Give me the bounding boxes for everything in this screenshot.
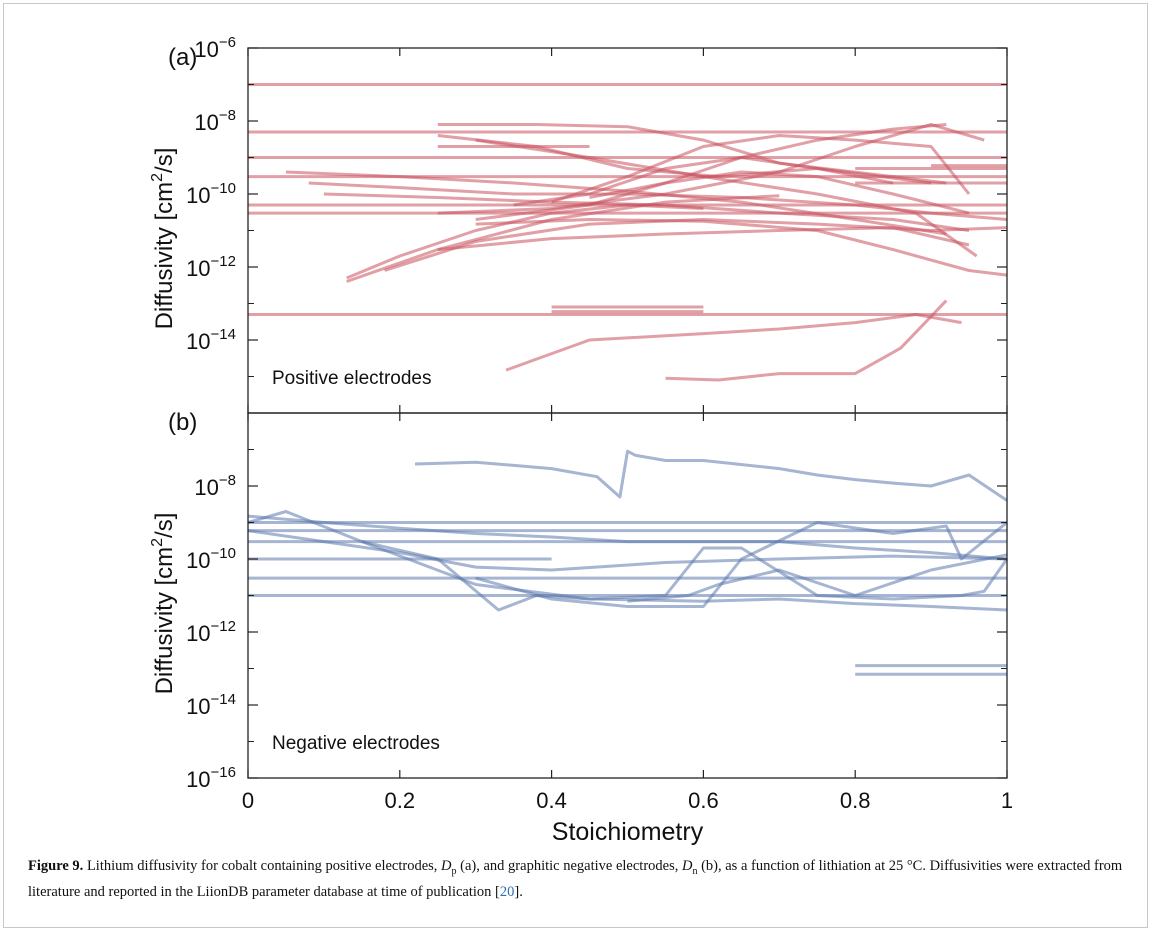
y-tick-label: 10−14 xyxy=(186,326,236,354)
caption-dn: D xyxy=(681,858,693,874)
series-line xyxy=(505,313,962,372)
series-line xyxy=(323,192,970,232)
series-line xyxy=(551,134,971,204)
caption-dp: D xyxy=(441,858,452,874)
y-axis-label: Diffusivity [cm2/s] xyxy=(149,148,178,330)
series-line xyxy=(247,510,1009,612)
y-tick-label: 10−12 xyxy=(186,618,236,646)
series-line xyxy=(437,226,970,252)
y-axis-label: Diffusivity [cm2/s] xyxy=(149,513,178,695)
series-line xyxy=(627,553,1008,603)
x-tick-label: 1 xyxy=(1001,788,1013,813)
caption-text-2: (a), and graphitic negative electrodes, xyxy=(456,858,682,874)
panel-b: 10−8 10−10 10−12 10−14 10−160 0.2 0.4 0.6 0.8 1 (b… xyxy=(149,409,1013,846)
series-line xyxy=(247,514,1008,561)
figure-frame xyxy=(3,3,1148,928)
series-line xyxy=(589,170,970,215)
y-tick-label: 10−14 xyxy=(186,691,236,719)
y-tick-label: 10−10 xyxy=(186,180,236,208)
panel-annotation: Positive electrodes xyxy=(272,368,431,389)
x-axis-label: Stoichiometry xyxy=(552,818,704,846)
x-tick-label: 0 xyxy=(242,788,254,813)
figure-caption: Figure 9. Lithium diffusivity for cobalt… xyxy=(28,856,1128,902)
y-tick-label: 10−8 xyxy=(194,472,236,500)
x-tick-label: 0.8 xyxy=(840,788,871,813)
caption-text-4: ]. xyxy=(514,883,523,900)
caption-text-1: Lithium diffusivity for cobalt containin… xyxy=(86,858,442,874)
caption-dn-sub: n xyxy=(692,865,698,877)
y-tick-label: 10−12 xyxy=(186,253,236,281)
series-line xyxy=(414,449,1008,502)
x-tick-label: 0.4 xyxy=(536,788,567,813)
series-group xyxy=(248,83,1008,382)
panel-annotation: Negative electrodes xyxy=(272,733,440,754)
axes-box xyxy=(247,47,1008,414)
series-line xyxy=(437,123,947,185)
series-line xyxy=(361,540,1008,612)
series-line xyxy=(475,218,1008,277)
series-group xyxy=(247,449,1009,676)
series-line xyxy=(513,156,894,207)
caption-text-3: (b), as a function of lithiation at 25 °… xyxy=(28,858,1123,900)
caption-dp-sub: p xyxy=(451,865,457,877)
y-tick-label: 10−8 xyxy=(194,107,236,135)
series-line xyxy=(475,521,1008,608)
caption-label: Figure 9. xyxy=(28,858,84,874)
y-tick-label: 10−6 xyxy=(194,34,236,62)
y-tick-label: 10−16 xyxy=(186,764,236,792)
x-tick-label: 0.6 xyxy=(688,788,719,813)
x-tick-label: 0.2 xyxy=(385,788,416,813)
series-line xyxy=(665,299,948,382)
figure-plot: 10−6 10−8 10−10 10−12 10−14 (a) Positive elect… xyxy=(149,34,1013,846)
series-line xyxy=(247,529,1008,572)
panel-label: (a) xyxy=(168,44,197,71)
panel-a: 10−6 10−8 10−10 10−12 10−14 (a) Positive elect… xyxy=(149,34,1008,414)
series-line xyxy=(475,138,978,258)
y-tick-label: 10−10 xyxy=(186,545,236,573)
panel-label: (b) xyxy=(168,409,197,436)
caption-reference-link[interactable]: 20 xyxy=(499,883,515,900)
series-line xyxy=(346,194,780,283)
